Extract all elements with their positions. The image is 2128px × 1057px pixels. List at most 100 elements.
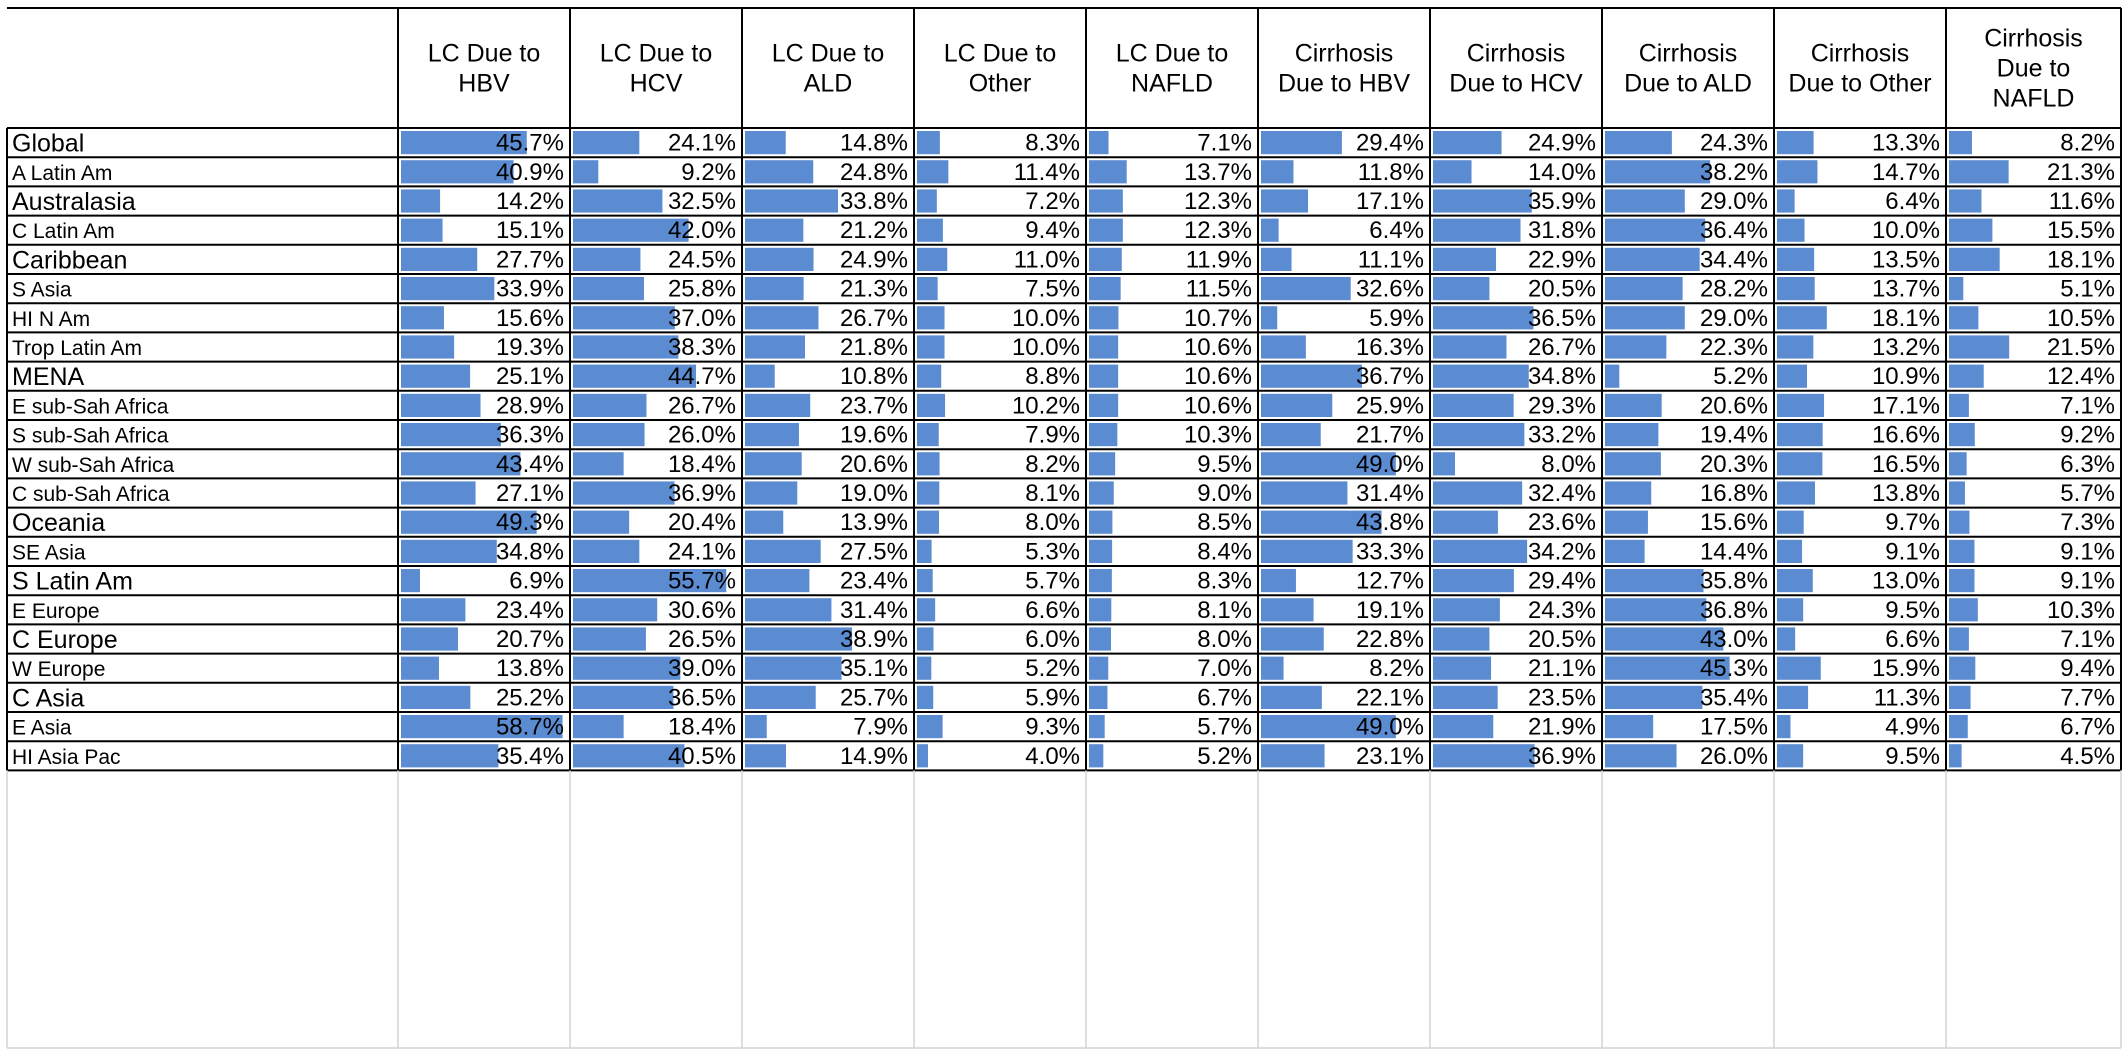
cell-value: 26.5% <box>668 626 736 653</box>
cell-value: 14.8% <box>840 130 908 157</box>
cell-value: 32.5% <box>668 188 736 215</box>
cell-value: 15.6% <box>496 305 564 332</box>
data-bar <box>1261 131 1342 155</box>
data-bar <box>1433 598 1500 622</box>
cell-value: 9.2% <box>2060 422 2115 449</box>
cell-value: 20.4% <box>668 509 736 536</box>
cell-value: 23.1% <box>1356 743 1424 770</box>
data-bar <box>1605 393 1662 417</box>
cell-value: 9.2% <box>681 159 736 186</box>
data-bar <box>1261 393 1333 417</box>
cell-value: 36.3% <box>496 422 564 449</box>
data-bar <box>573 277 645 301</box>
cell-value: 20.7% <box>496 626 564 653</box>
cell-value: 15.6% <box>1700 509 1768 536</box>
data-bar <box>1777 131 1814 155</box>
cell-value: 18.4% <box>668 451 736 478</box>
cell-value: 20.6% <box>1700 392 1768 419</box>
data-bar <box>745 452 802 476</box>
cell-value: 8.0% <box>1541 451 1596 478</box>
cell-value: 43.8% <box>1356 509 1424 536</box>
cell-value: 8.3% <box>1197 568 1252 595</box>
row-label: HI N Am <box>12 308 90 331</box>
row-label: SE Asia <box>12 541 86 564</box>
cell-value: 24.5% <box>668 246 736 273</box>
cell-value: 26.0% <box>668 422 736 449</box>
cell-value: 33.2% <box>1528 422 1596 449</box>
data-bar <box>573 189 663 213</box>
cell-value: 34.8% <box>496 538 564 565</box>
data-bar <box>1089 510 1113 534</box>
cell-value: 45.7% <box>496 130 564 157</box>
data-bar <box>1777 685 1809 709</box>
cell-value: 7.0% <box>1197 655 1252 682</box>
data-bar <box>573 685 674 709</box>
data-bar <box>917 656 932 680</box>
data-bar <box>917 247 948 271</box>
data-bar <box>573 627 646 651</box>
data-bar <box>745 569 810 593</box>
cell-value: 7.9% <box>1025 422 1080 449</box>
row-label: MENA <box>12 363 85 391</box>
data-bar <box>1433 277 1490 301</box>
cell-value: 23.4% <box>840 568 908 595</box>
cell-value: 33.9% <box>496 276 564 303</box>
cell-value: 9.4% <box>1025 217 1080 244</box>
cell-value: 38.2% <box>1700 159 1768 186</box>
cell-value: 11.4% <box>1014 159 1080 186</box>
row-label: E Asia <box>12 717 72 740</box>
cell-value: 21.7% <box>1356 422 1424 449</box>
cell-value: 10.2% <box>1012 392 1080 419</box>
column-header: Cirrhosis <box>1295 39 1394 67</box>
data-bar <box>1261 160 1294 184</box>
data-bar <box>401 656 439 680</box>
column-header: LC Due to <box>428 39 541 67</box>
column-header: NAFLD <box>1993 84 2075 112</box>
data-bar <box>1949 510 1970 534</box>
cell-value: 36.9% <box>668 480 736 507</box>
cell-value: 25.2% <box>496 684 564 711</box>
cell-value: 13.5% <box>1872 246 1940 273</box>
cell-value: 13.0% <box>1872 568 1940 595</box>
data-bar <box>1777 335 1814 359</box>
cell-value: 32.6% <box>1356 276 1424 303</box>
data-bar <box>917 131 940 155</box>
cell-value: 15.5% <box>2047 217 2115 244</box>
data-bar <box>1605 423 1659 447</box>
data-bar <box>1605 335 1667 359</box>
cell-value: 27.1% <box>496 480 564 507</box>
data-bar <box>917 744 929 768</box>
cell-value: 38.9% <box>840 626 908 653</box>
data-bar <box>1433 364 1529 388</box>
cell-value: 40.5% <box>668 743 736 770</box>
data-bar <box>745 306 819 330</box>
data-bar <box>1605 131 1672 155</box>
cell-value: 34.8% <box>1528 363 1596 390</box>
data-bar <box>1777 189 1795 213</box>
cell-value: 8.0% <box>1197 626 1252 653</box>
data-bar <box>1089 364 1119 388</box>
data-bar <box>1605 452 1661 476</box>
cell-value: 14.9% <box>840 743 908 770</box>
data-bar <box>1777 423 1823 447</box>
data-bar <box>1949 715 1968 739</box>
data-bar <box>1777 160 1818 184</box>
data-bar <box>1089 189 1123 213</box>
cell-value: 10.0% <box>1872 217 1940 244</box>
data-bar <box>1089 247 1122 271</box>
cell-value: 12.3% <box>1184 217 1252 244</box>
data-bar <box>917 452 940 476</box>
cell-value: 49.3% <box>496 509 564 536</box>
data-bar <box>917 218 943 242</box>
cell-value: 12.3% <box>1184 188 1252 215</box>
data-bar <box>1949 481 1965 505</box>
data-bar <box>1605 715 1654 739</box>
cell-value: 22.8% <box>1356 626 1424 653</box>
cell-value: 8.1% <box>1197 597 1252 624</box>
data-bar <box>1949 218 1993 242</box>
row-label: S Latin Am <box>12 568 133 596</box>
cell-value: 21.2% <box>840 217 908 244</box>
cell-value: 7.5% <box>1025 276 1080 303</box>
data-bar <box>573 364 697 388</box>
